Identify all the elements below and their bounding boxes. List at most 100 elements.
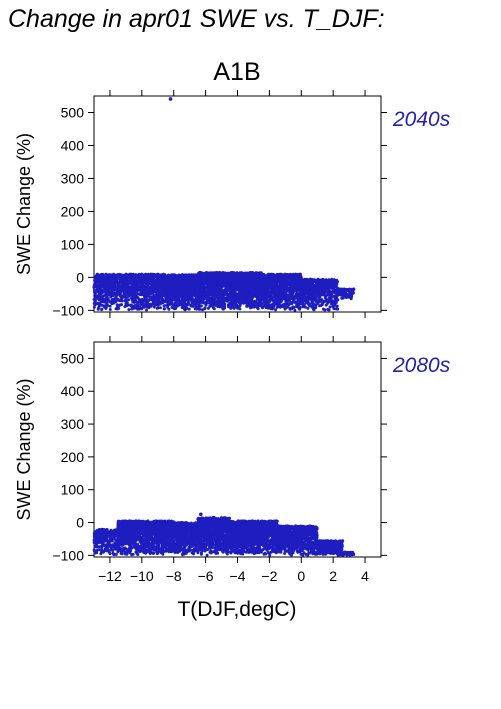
data-point <box>98 301 102 305</box>
data-point <box>264 278 268 282</box>
data-point <box>290 302 294 306</box>
data-point <box>151 291 155 295</box>
y-tick-label: 400 <box>61 137 85 153</box>
data-point <box>127 290 131 294</box>
data-point <box>218 301 222 305</box>
data-point <box>233 290 237 294</box>
data-point <box>199 274 203 278</box>
data-point <box>287 274 291 278</box>
data-point <box>153 302 156 306</box>
data-point <box>247 276 251 279</box>
data-point <box>92 302 96 305</box>
data-point <box>130 306 134 309</box>
data-point <box>126 280 130 284</box>
data-point <box>165 303 169 307</box>
data-point <box>120 303 123 307</box>
data-point <box>147 299 151 302</box>
data-point <box>250 298 254 302</box>
data-point <box>129 285 133 288</box>
data-point <box>204 303 208 307</box>
data-point <box>219 289 223 293</box>
data-point <box>281 297 285 301</box>
data-point <box>279 286 283 290</box>
data-point <box>212 301 216 305</box>
data-point <box>297 299 301 303</box>
data-point <box>111 278 115 282</box>
data-point <box>196 290 200 294</box>
data-point <box>296 286 300 290</box>
data-point <box>164 294 168 298</box>
data-point <box>213 278 217 282</box>
data-point <box>174 304 178 308</box>
data-point <box>197 298 201 301</box>
data-point <box>101 281 105 285</box>
data-point <box>196 275 200 279</box>
data-point <box>103 277 107 281</box>
data-point <box>159 292 163 296</box>
figure-title: Change in apr01 SWE vs. T_DJF: <box>8 5 385 33</box>
data-point <box>223 305 226 309</box>
data-point <box>160 295 164 299</box>
data-point <box>184 287 188 291</box>
data-point <box>183 301 187 305</box>
data-point <box>281 276 285 280</box>
data-point <box>161 283 165 287</box>
data-point <box>144 296 148 300</box>
data-point <box>122 284 125 288</box>
data-point <box>260 280 264 284</box>
data-point <box>133 306 137 310</box>
data-point <box>221 271 225 275</box>
data-point <box>146 283 150 287</box>
data-point <box>101 289 105 292</box>
period-label: 2040s <box>392 108 451 131</box>
data-point <box>198 304 202 308</box>
data-point <box>269 282 273 286</box>
data-point <box>111 299 115 303</box>
data-point <box>255 286 259 290</box>
data-point <box>246 303 250 307</box>
data-point <box>153 283 157 286</box>
y-tick-label: 0 <box>76 269 84 285</box>
data-point <box>108 304 112 308</box>
data-point <box>105 304 109 308</box>
data-point <box>98 279 102 283</box>
data-point <box>181 290 185 294</box>
data-point <box>169 300 173 304</box>
data-point <box>238 284 242 288</box>
data-point <box>239 295 243 299</box>
data-point <box>273 294 276 298</box>
data-point <box>113 292 117 295</box>
data-point <box>140 300 144 304</box>
data-point <box>207 278 211 282</box>
data-point <box>183 275 186 279</box>
data-point <box>270 274 274 278</box>
data-point <box>262 297 266 301</box>
data-point <box>132 277 136 281</box>
data-point <box>225 296 229 300</box>
data-point <box>282 288 286 292</box>
data-point <box>279 300 283 303</box>
data-point <box>167 307 171 311</box>
data-point <box>235 275 239 279</box>
data-point <box>167 283 170 287</box>
data-point <box>287 288 291 292</box>
data-point <box>190 277 194 281</box>
data-point <box>155 273 159 277</box>
data-point <box>141 279 145 283</box>
data-point <box>255 293 259 297</box>
data-point <box>102 294 106 297</box>
data-point <box>119 295 123 299</box>
data-point <box>209 304 213 308</box>
data-point <box>237 277 241 281</box>
data-point <box>193 307 197 311</box>
data-point <box>148 279 152 283</box>
data-point <box>264 301 268 305</box>
data-point <box>144 281 148 285</box>
data-point <box>125 273 129 277</box>
data-point <box>207 271 211 275</box>
data-point <box>292 289 296 293</box>
data-point <box>193 279 197 283</box>
data-point <box>233 295 237 299</box>
